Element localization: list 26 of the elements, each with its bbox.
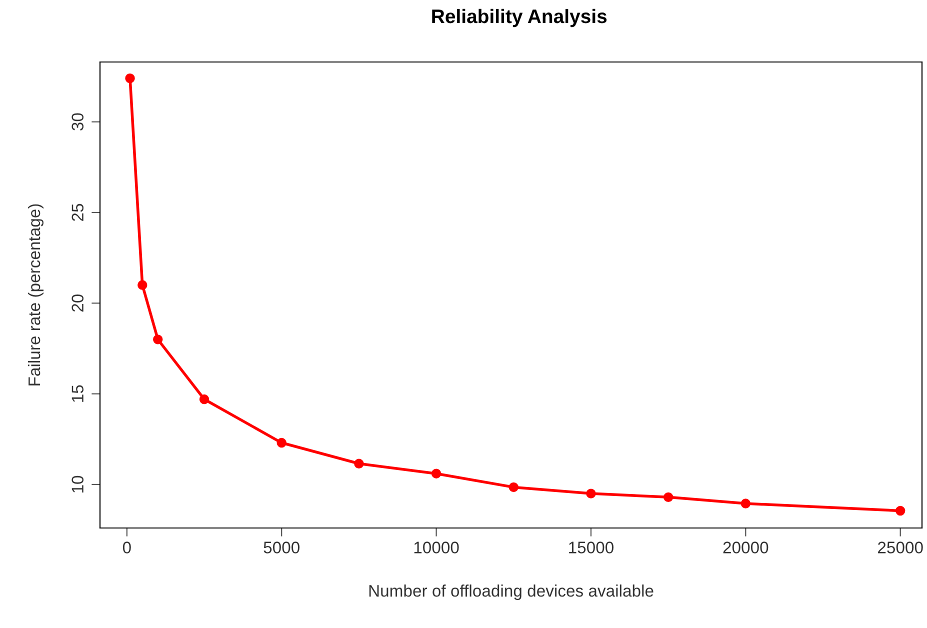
x-tick-label: 15000 — [569, 542, 614, 554]
y-axis-title: Failure rate (percentage) — [28, 204, 44, 386]
point — [199, 394, 210, 404]
chart-title: Reliability Analysis — [432, 8, 607, 28]
x-tick-label: 20000 — [723, 542, 768, 554]
point — [586, 488, 596, 498]
x-tick-label: 25000 — [878, 542, 923, 554]
point — [125, 73, 135, 84]
point — [276, 438, 286, 448]
point — [740, 498, 751, 508]
point — [152, 334, 163, 344]
x-tick-label: 5000 — [264, 542, 300, 554]
y-tick-label: 25 — [72, 204, 84, 221]
x-tick-label: 0 — [122, 542, 131, 554]
y-tick-label: 10 — [72, 476, 84, 492]
point — [138, 280, 148, 290]
point — [354, 458, 364, 468]
point — [508, 482, 518, 492]
y-tick-label: 20 — [72, 294, 84, 312]
x-tick-label: 10000 — [414, 542, 459, 554]
y-tick-label: 30 — [72, 113, 84, 130]
y-tick-label: 15 — [72, 385, 84, 402]
x-axis-title: Number of offloading devices available — [369, 584, 654, 600]
point — [663, 492, 674, 502]
point — [431, 468, 442, 478]
point — [895, 506, 906, 516]
